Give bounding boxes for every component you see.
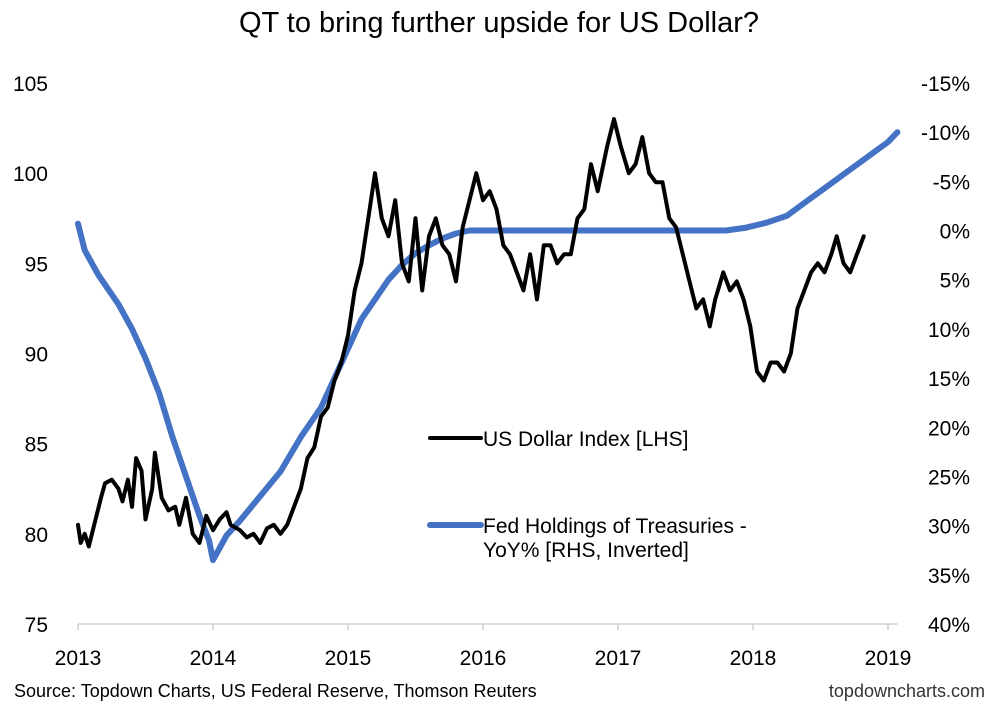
watermark: topdowncharts.com [829, 681, 985, 701]
right-tick-label: 0% [940, 221, 970, 244]
right-tick-label: 10% [928, 319, 970, 342]
left-tick-label: 80 [25, 524, 48, 547]
x-tick-label: 2013 [55, 647, 102, 670]
series-lines [75, 117, 901, 564]
x-tick-label: 2015 [325, 647, 372, 670]
right-tick-label: -15% [921, 73, 970, 96]
usd-index-line [76, 117, 866, 549]
right-axis-ticks: -15% -10% -5% 0% 5% 10% 15% 20% 25% 30% 35% 40% [921, 73, 970, 637]
x-tick-label: 2019 [865, 647, 912, 670]
x-tick-label: 2016 [460, 647, 507, 670]
x-tick-label: 2017 [595, 647, 642, 670]
legend: US Dollar Index [LHS] Fed Holdings of Tr… [427, 428, 747, 562]
x-axis: 2013 2014 2015 2016 2017 2018 2019 [55, 623, 912, 670]
left-tick-label: 90 [25, 344, 48, 367]
right-tick-label: -10% [921, 122, 970, 145]
left-tick-label: 75 [25, 614, 48, 637]
legend-label-usd: US Dollar Index [LHS] [483, 428, 688, 451]
right-tick-label: 25% [928, 466, 970, 489]
right-tick-label: 5% [940, 270, 970, 293]
x-tick-label: 2018 [730, 647, 777, 670]
left-axis-ticks: 75 80 85 90 95 100 105 [13, 73, 48, 637]
left-tick-label: 85 [25, 434, 48, 457]
source-note: Source: Topdown Charts, US Federal Reser… [14, 681, 537, 701]
left-tick-label: 95 [25, 253, 48, 276]
right-tick-label: 35% [928, 565, 970, 588]
legend-label-fed-line2: YoY% [RHS, Inverted] [483, 539, 689, 562]
left-tick-label: 100 [13, 163, 48, 186]
chart-title: QT to bring further upside for US Dollar… [239, 7, 759, 39]
legend-label-fed-line1: Fed Holdings of Treasuries - [483, 515, 747, 538]
right-tick-label: -5% [933, 171, 970, 194]
x-tick-label: 2014 [190, 647, 237, 670]
fed-holdings-line [75, 129, 901, 564]
left-tick-label: 105 [13, 73, 48, 96]
right-tick-label: 30% [928, 516, 970, 539]
right-tick-label: 15% [928, 368, 970, 391]
right-tick-label: 20% [928, 417, 970, 440]
right-tick-label: 40% [928, 614, 970, 637]
